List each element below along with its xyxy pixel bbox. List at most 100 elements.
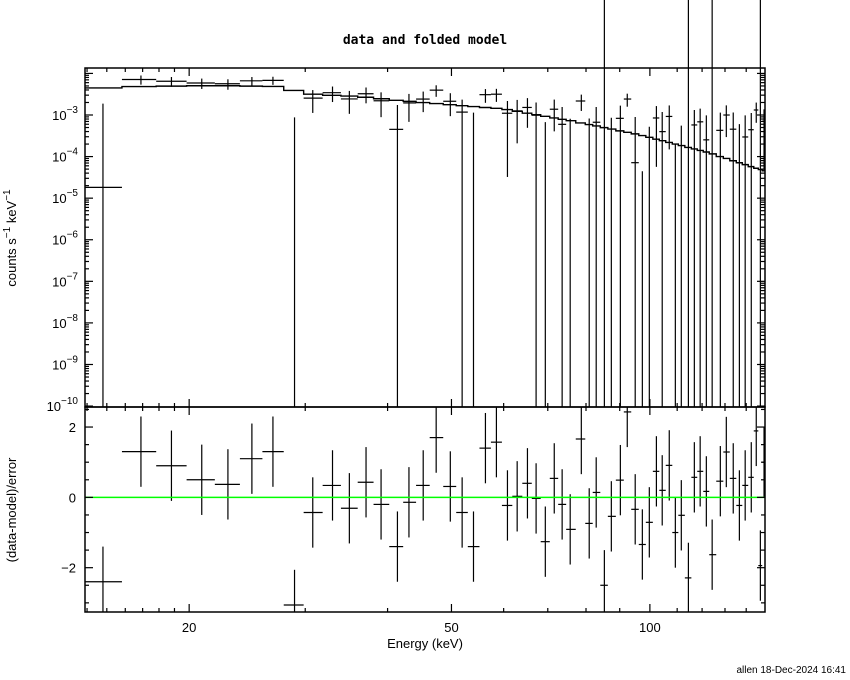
y-tick-label: 10−10	[47, 396, 79, 414]
residual-point	[262, 416, 284, 487]
residual-point	[665, 430, 673, 501]
residual-point	[678, 480, 685, 551]
data-point	[322, 86, 341, 103]
y-tick-exponent: −7	[67, 271, 79, 282]
residual-point	[540, 506, 550, 577]
residual-point	[566, 494, 576, 565]
data-point	[340, 90, 358, 114]
y-tick-exponent: −6	[67, 230, 79, 241]
chart-title: data and folded model	[343, 33, 507, 48]
residual-point	[490, 407, 502, 478]
data-point	[716, 112, 724, 407]
data-point	[703, 115, 710, 407]
data-point	[303, 90, 323, 113]
x-tick-label: 50	[444, 620, 458, 635]
data-point	[631, 116, 639, 407]
data-point	[239, 77, 263, 86]
residual-y-tick-labels: 2 0 −2	[61, 420, 76, 576]
residual-point	[729, 443, 737, 514]
data-point	[389, 105, 404, 407]
residual-point	[512, 461, 523, 532]
data-point	[575, 94, 586, 111]
x-tick-labels: 20 50 100	[182, 620, 661, 635]
top-plot-frame	[84, 67, 766, 408]
top-panel	[85, 0, 765, 612]
y-tick-exponent: −3	[67, 105, 79, 116]
residual-point	[531, 463, 541, 534]
data-point	[729, 112, 737, 407]
data-point	[501, 100, 513, 177]
y-tick-label: 10−3	[52, 105, 78, 123]
residual-point	[758, 530, 763, 601]
residual-point	[585, 488, 593, 559]
y-tick-label: 10−6	[52, 230, 78, 248]
y-tick-base: 10	[52, 108, 66, 123]
residual-point	[753, 407, 759, 467]
data-point	[479, 89, 491, 103]
data-point	[748, 112, 754, 407]
residual-point	[703, 456, 710, 527]
top-y-tick-labels: 10−310−410−510−610−710−810−910−10	[47, 105, 79, 414]
residual-point	[501, 470, 513, 541]
residual-point	[748, 442, 754, 513]
residual-point	[443, 451, 457, 522]
residual-point	[416, 450, 430, 521]
y-tick-base: 10	[52, 191, 66, 206]
y-tick-base: 10	[52, 233, 66, 248]
data-point	[85, 103, 122, 407]
residual-point	[303, 477, 323, 548]
residual-point	[85, 546, 122, 612]
y-tick-label: 10−7	[52, 271, 78, 289]
residual-point	[645, 487, 653, 558]
data-point	[403, 93, 417, 122]
data-point	[429, 85, 444, 97]
residual-point	[638, 509, 646, 580]
data-point	[262, 76, 284, 85]
data-point	[373, 92, 390, 118]
residual-point	[575, 407, 586, 475]
y-tick-base: 10	[52, 274, 66, 289]
residual-point	[322, 450, 341, 521]
y-tick-exponent: −4	[67, 147, 79, 158]
data-point	[615, 105, 624, 407]
data-point	[443, 93, 457, 117]
data-point	[753, 102, 759, 123]
data-point	[121, 75, 157, 85]
residual-point	[456, 477, 468, 548]
residual-point	[600, 550, 608, 612]
data-point	[416, 91, 430, 113]
residual-point	[623, 407, 632, 448]
data-point	[186, 78, 215, 89]
y-tick-exponent: −9	[67, 354, 79, 365]
residual-point	[239, 423, 263, 494]
residual-point	[592, 457, 601, 528]
residual-point	[631, 474, 639, 545]
residual-point	[549, 443, 559, 514]
residual-point	[357, 447, 374, 518]
residual-panel	[85, 407, 765, 612]
x-axis-label: Energy (keV)	[387, 636, 463, 651]
residual-y-tick-label: 0	[69, 490, 76, 505]
y-tick-base: 10	[52, 150, 66, 165]
residual-point	[214, 449, 240, 520]
residual-point	[283, 569, 304, 612]
residual-point	[186, 444, 215, 515]
y-tick-base: 10	[47, 399, 61, 414]
data-point	[512, 99, 523, 144]
residual-point	[709, 519, 717, 590]
data-point	[490, 88, 502, 102]
residual-point	[340, 473, 358, 544]
residual-point	[742, 450, 749, 521]
data-point	[659, 111, 666, 407]
residual-point	[723, 416, 730, 488]
residual-point	[684, 542, 692, 612]
data-point	[723, 105, 730, 138]
x-tick-label: 100	[639, 620, 661, 635]
residual-point	[467, 511, 480, 582]
residual-point	[121, 416, 157, 487]
x-tick-label: 20	[182, 620, 196, 635]
y-tick-base: 10	[52, 316, 66, 331]
residual-point	[672, 497, 679, 568]
residual-point	[615, 444, 624, 516]
